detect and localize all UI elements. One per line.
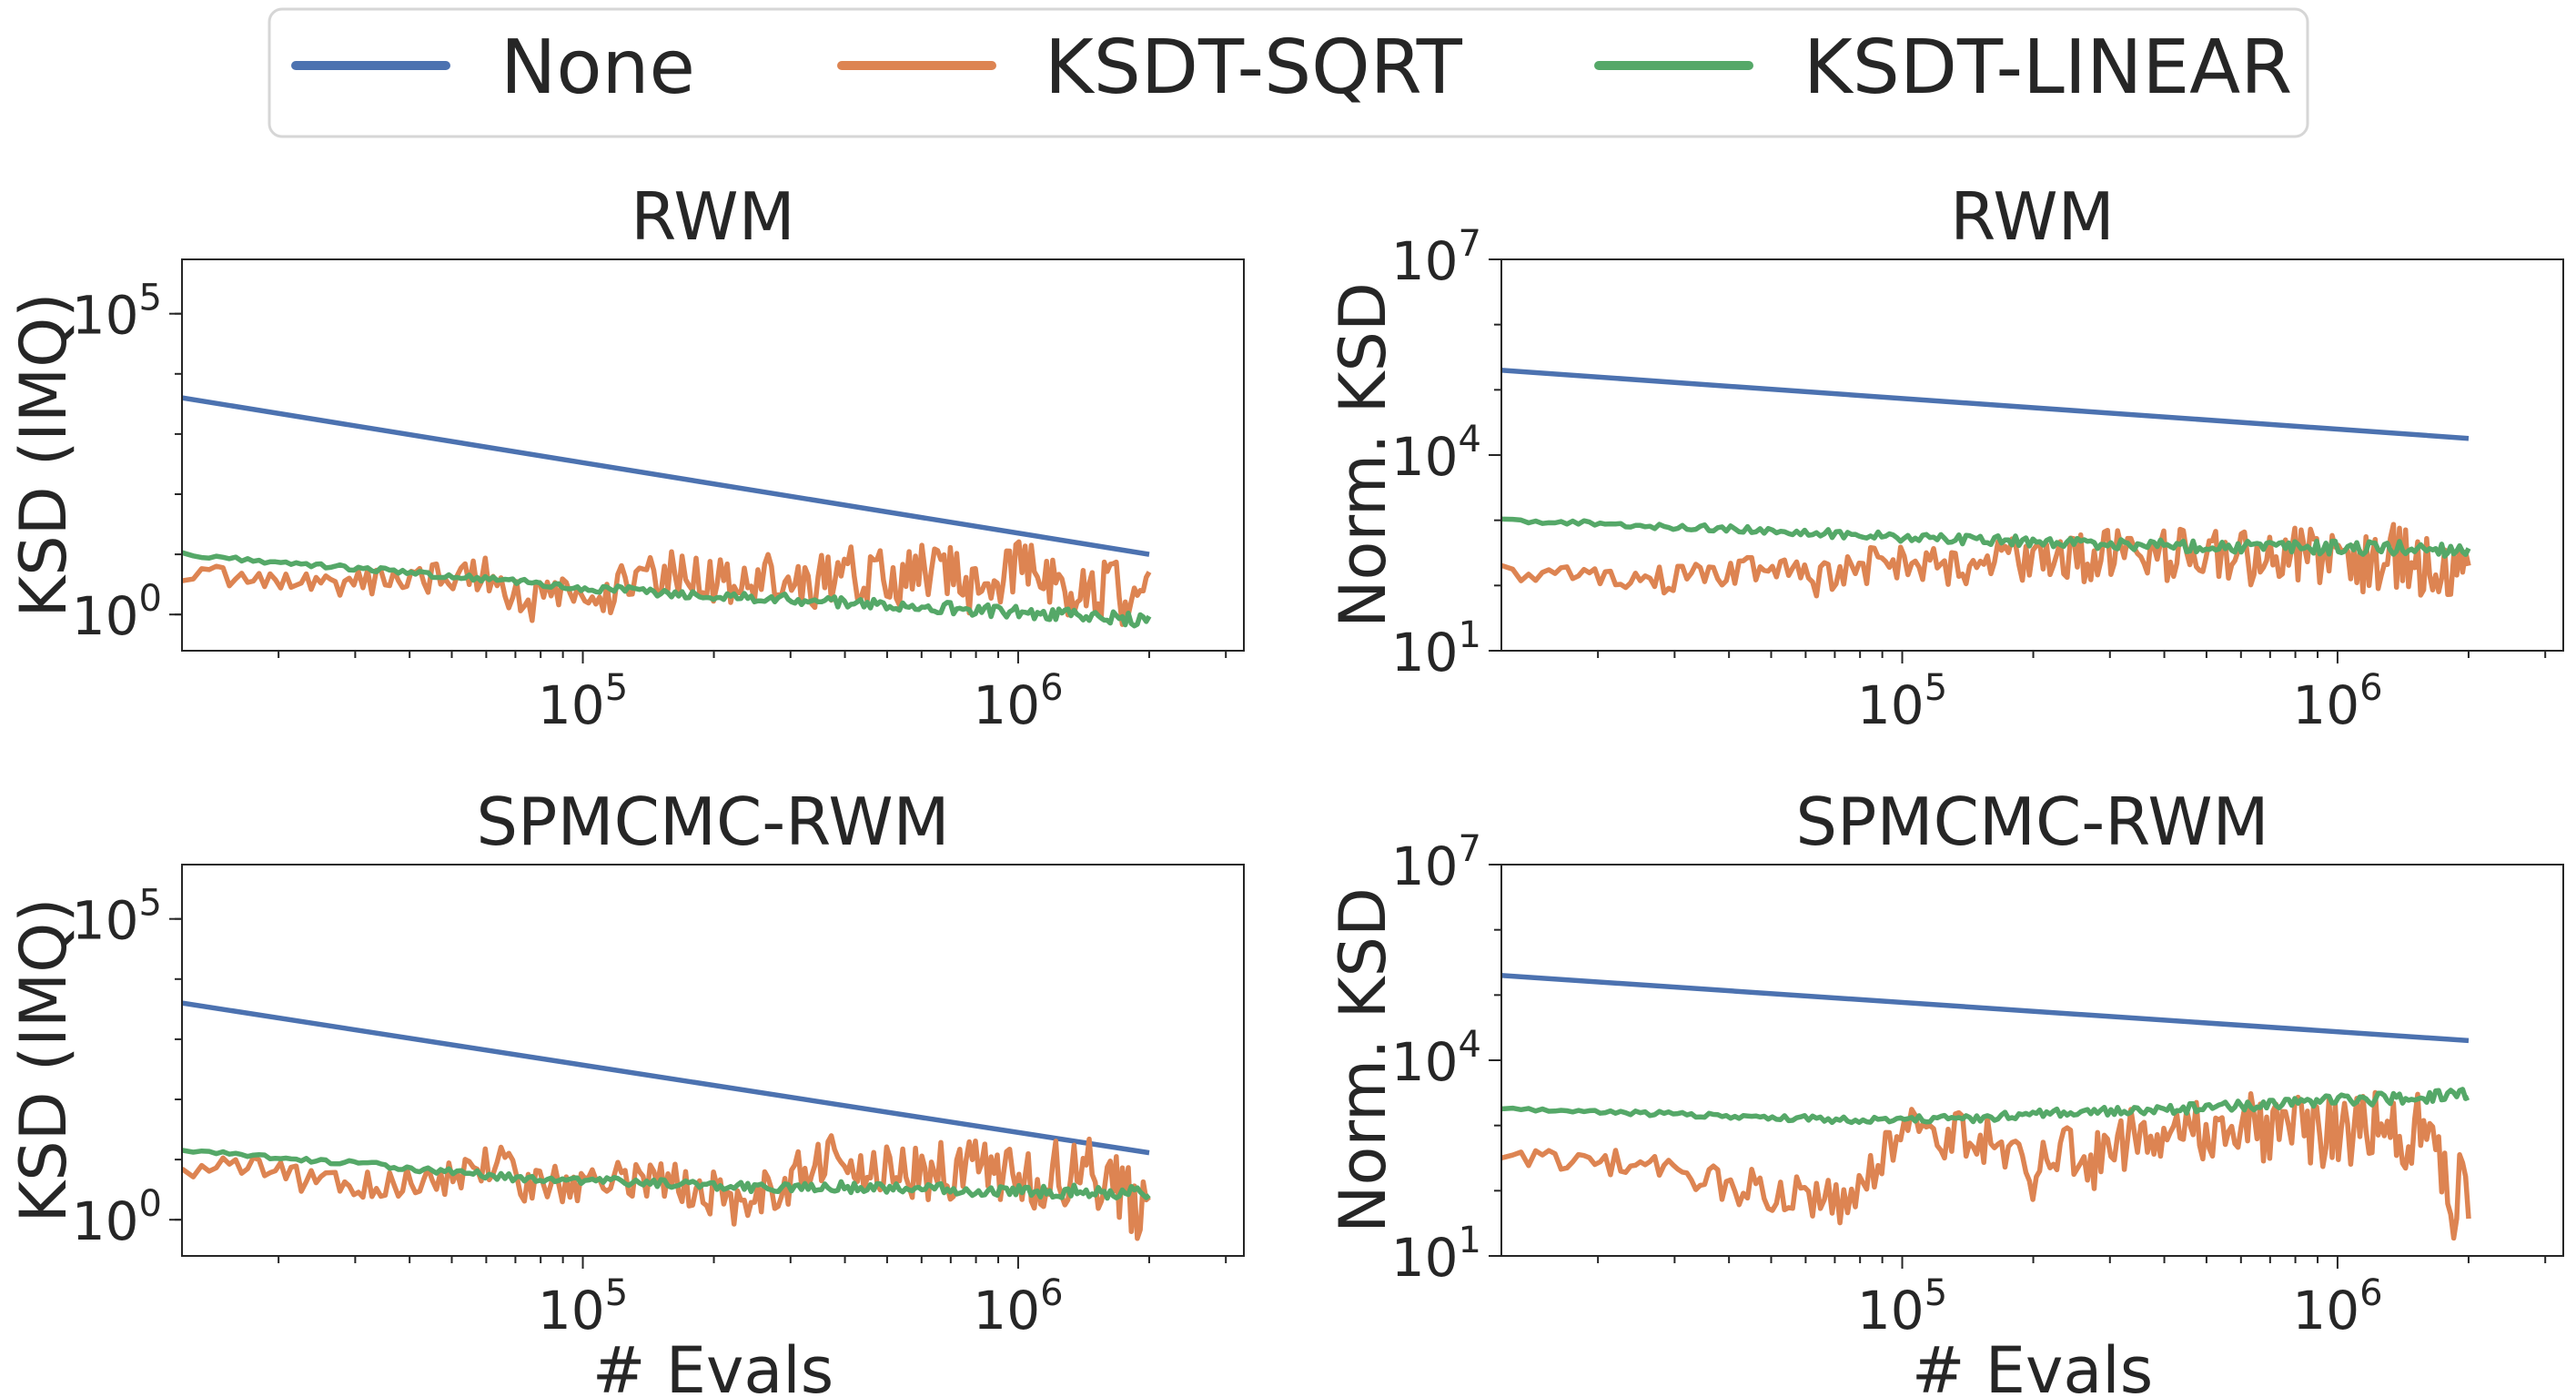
panel-title: RWM xyxy=(1950,178,2114,255)
y-tick-label: 107 xyxy=(1391,828,1481,897)
x-tick-label: 106 xyxy=(973,667,1063,736)
series-line-ksdt-sqrt xyxy=(182,1133,1151,1241)
series-line-none xyxy=(182,395,1150,557)
y-axis-label: KSD (IMQ) xyxy=(6,292,81,617)
series-line-none xyxy=(182,1000,1150,1156)
legend: None KSDT-SQRT KSDT-LINEAR xyxy=(268,7,2309,138)
y-tick-label: 107 xyxy=(1391,223,1481,292)
x-tick-label: 105 xyxy=(1857,667,1947,736)
series-line-ksdt-sqrt xyxy=(1501,1089,2471,1241)
plot-frame xyxy=(181,864,1245,1257)
series-line-ksdt-linear xyxy=(182,550,1152,629)
series-line-none xyxy=(1501,368,2470,441)
legend-label-ksdt-linear: KSDT-LINEAR xyxy=(1803,25,2292,111)
series-line-ksdt-linear xyxy=(1501,1087,2470,1126)
y-tick-label: 105 xyxy=(72,883,162,952)
y-tick-label: 100 xyxy=(72,578,162,647)
x-axis-label: # Evals xyxy=(1912,1333,2153,1397)
y-tick-label: 100 xyxy=(72,1183,162,1252)
series-group xyxy=(1501,973,2471,1241)
legend-label-ksdt-sqrt: KSDT-SQRT xyxy=(1045,25,1463,111)
series-line-ksdt-sqrt xyxy=(1501,521,2471,599)
legend-frame xyxy=(268,7,2309,138)
y-tick-label: 104 xyxy=(1391,1024,1481,1093)
panel-title: SPMCMC-RWM xyxy=(1795,784,2268,860)
y-axis-label: Norm. KSD xyxy=(1326,887,1400,1233)
panel-2: RWM Norm. KSD 105 106 101 104 107 xyxy=(1326,178,2564,736)
y-tick-label: 105 xyxy=(72,278,162,347)
y-tick-label: 104 xyxy=(1391,419,1481,488)
series-group xyxy=(182,1000,1151,1241)
series-line-ksdt-linear xyxy=(1501,516,2471,559)
x-tick-label: 105 xyxy=(538,667,628,736)
x-tick-label: 106 xyxy=(2292,667,2382,736)
series-line-none xyxy=(1501,973,2470,1044)
x-axis-label: # Evals xyxy=(592,1333,833,1397)
series-line-ksdt-linear xyxy=(182,1148,1151,1201)
y-axis-label: KSD (IMQ) xyxy=(6,897,81,1222)
y-tick-label: 101 xyxy=(1391,1220,1481,1289)
y-tick-label: 101 xyxy=(1391,614,1481,683)
panel-title: SPMCMC-RWM xyxy=(476,784,949,860)
panel-title: RWM xyxy=(631,178,794,255)
plot-frame xyxy=(1500,258,2564,652)
series-group xyxy=(182,395,1152,629)
plot-frame xyxy=(181,258,1245,652)
x-tick-label: 106 xyxy=(973,1272,1063,1341)
series-group xyxy=(1501,368,2471,599)
x-tick-label: 106 xyxy=(2292,1272,2382,1341)
x-tick-label: 105 xyxy=(538,1272,628,1341)
legend-label-none: None xyxy=(500,25,695,111)
x-tick-label: 105 xyxy=(1857,1272,1947,1341)
y-axis-label: Norm. KSD xyxy=(1326,282,1400,628)
